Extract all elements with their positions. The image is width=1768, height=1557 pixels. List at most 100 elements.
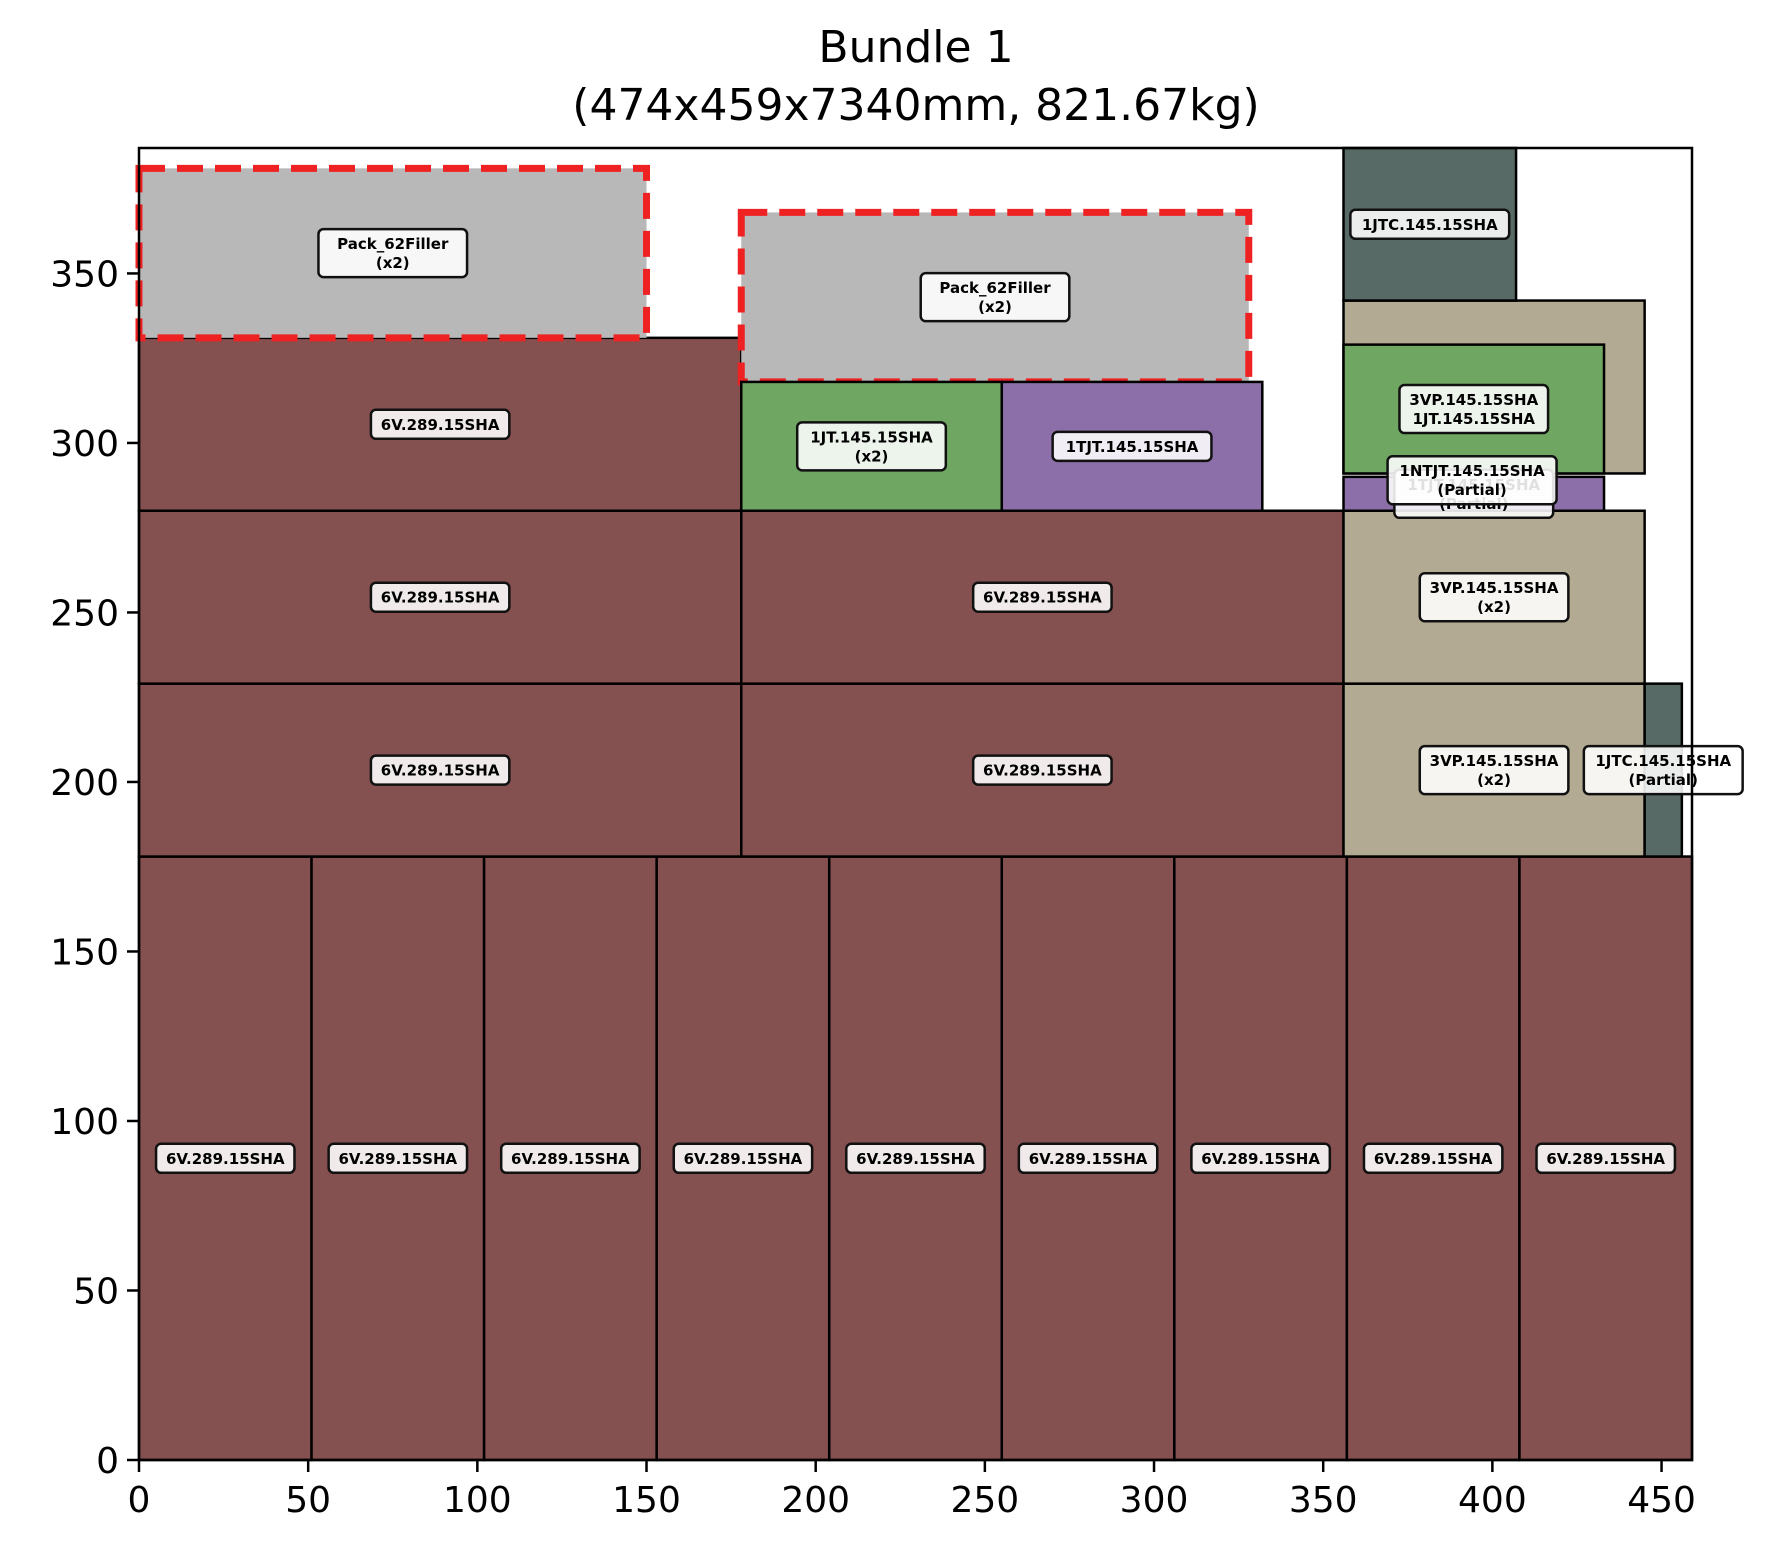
label-text: 6V.289.15SHA	[856, 1150, 975, 1168]
label-box	[1398, 383, 1550, 435]
item-label-0: 6V.289.15SHA	[154, 1142, 296, 1175]
label-text: 6V.289.15SHA	[166, 1150, 285, 1168]
y-tick-label: 250	[50, 593, 119, 634]
item-label-2: 6V.289.15SHA	[499, 1142, 641, 1175]
x-tick-label: 450	[1627, 1480, 1696, 1521]
label-text: 6V.289.15SHA	[1546, 1150, 1665, 1168]
item-label-9: 6V.289.15SHA	[369, 754, 511, 786]
label-text: 3VP.145.15SHA	[1430, 752, 1559, 770]
label-text: 6V.289.15SHA	[983, 589, 1102, 607]
item-label-7: 6V.289.15SHA	[1362, 1142, 1504, 1175]
label-text: 3VP.145.15SHA	[1430, 579, 1559, 597]
label-text: 1TJT.145.15SHA	[1066, 438, 1199, 456]
label-text: (x2)	[978, 298, 1012, 316]
y-tick-label: 0	[96, 1441, 119, 1482]
x-tick-label: 100	[443, 1480, 512, 1521]
label-text: 6V.289.15SHA	[511, 1150, 630, 1168]
label-text: 1JT.145.15SHA	[810, 428, 933, 446]
label-text: 1JTC.145.15SHA	[1595, 752, 1731, 770]
label-box	[369, 581, 511, 613]
label-text: Pack_62Filler	[337, 235, 449, 253]
item-label-11: 6V.289.15SHA	[369, 581, 511, 613]
chart-subtitle: (474x459x7340mm, 821.67kg)	[572, 80, 1259, 131]
label-box	[369, 408, 511, 441]
floating-label-0: 1NTJT.145.15SHA(Partial)	[1386, 454, 1558, 506]
filler-box-14	[135, 164, 651, 342]
x-tick-label: 50	[285, 1480, 331, 1521]
x-tick-label: 0	[128, 1480, 151, 1521]
x-axis: 0 50 100 150 200 250 300 350 400 450	[128, 1460, 1696, 1521]
label-box	[1349, 208, 1511, 241]
item-label-18: 3VP.145.15SHA(x2)	[1418, 744, 1570, 796]
label-box	[1362, 1142, 1504, 1175]
label-box	[1418, 571, 1570, 623]
label-text: 6V.289.15SHA	[1201, 1150, 1320, 1168]
y-tick-label: 200	[50, 763, 119, 804]
label-text: 1JTC.145.15SHA	[1362, 216, 1498, 234]
label-box	[672, 1142, 814, 1175]
label-text: 6V.289.15SHA	[381, 762, 500, 780]
item-label-4: 6V.289.15SHA	[845, 1142, 986, 1175]
label-box	[845, 1142, 986, 1175]
x-tick-label: 150	[612, 1480, 681, 1521]
item-label-24: 1JTC.145.15SHA	[1349, 208, 1511, 241]
label-text: 6V.289.15SHA	[338, 1150, 457, 1168]
label-box	[1582, 744, 1744, 796]
label-text: 6V.289.15SHA	[684, 1150, 803, 1168]
item-label-13: 6V.289.15SHA	[369, 408, 511, 441]
item-label-17: 1TJT.145.15SHA	[1051, 430, 1213, 463]
label-box	[154, 1142, 296, 1175]
label-text: 1JT.145.15SHA	[1413, 410, 1536, 428]
plot-frame	[137, 146, 1694, 1462]
label-text: (Partial)	[1437, 481, 1506, 499]
label-text: 3VP.145.15SHA	[1409, 391, 1538, 409]
label-text: 6V.289.15SHA	[1029, 1150, 1148, 1168]
label-text: 6V.289.15SHA	[983, 762, 1102, 780]
item-label-12: 6V.289.15SHA	[971, 581, 1113, 613]
label-box	[1051, 430, 1213, 463]
y-tick-label: 300	[50, 424, 119, 465]
labels-layer: 6V.289.15SHA 6V.289.15SHA 6V.289.15SHA 6V.2…	[154, 208, 1744, 1175]
items-layer	[135, 146, 1694, 1462]
item-label-16: 1JT.145.15SHA(x2)	[795, 421, 948, 472]
y-tick-label: 50	[73, 1271, 119, 1312]
label-text: Pack_62Filler	[939, 279, 1051, 297]
label-box	[795, 421, 948, 472]
item-label-6: 6V.289.15SHA	[1190, 1142, 1332, 1175]
label-box	[971, 754, 1113, 786]
label-text: (x2)	[855, 447, 889, 465]
label-box	[971, 581, 1113, 613]
item-label-14: Pack_62Filler(x2)	[317, 227, 469, 279]
x-tick-label: 400	[1458, 1480, 1527, 1521]
y-tick-label: 350	[50, 254, 119, 295]
label-box	[369, 754, 511, 786]
x-tick-label: 300	[1120, 1480, 1189, 1521]
x-tick-label: 250	[951, 1480, 1020, 1521]
label-box	[1190, 1142, 1332, 1175]
chart-title: Bundle 1	[818, 22, 1013, 73]
item-label-3: 6V.289.15SHA	[672, 1142, 814, 1175]
label-box	[317, 227, 469, 279]
label-box	[1017, 1142, 1159, 1175]
item-label-15: Pack_62Filler(x2)	[919, 271, 1071, 323]
item-label-8: 6V.289.15SHA	[1535, 1142, 1677, 1175]
y-tick-label: 150	[50, 932, 119, 973]
item-label-1: 6V.289.15SHA	[327, 1142, 469, 1175]
x-tick-label: 200	[781, 1480, 850, 1521]
label-box	[1535, 1142, 1677, 1175]
label-text: (x2)	[1477, 598, 1511, 616]
y-axis: 0 50 100 150 200 250 300 350	[50, 254, 139, 1482]
label-box	[327, 1142, 469, 1175]
label-box	[919, 271, 1071, 323]
y-tick-label: 100	[50, 1102, 119, 1143]
label-box	[499, 1142, 641, 1175]
label-text: (x2)	[376, 254, 410, 272]
label-text: 1NTJT.145.15SHA	[1399, 462, 1545, 480]
label-box	[1418, 744, 1570, 796]
item-label-20: 3VP.145.15SHA(x2)	[1418, 571, 1570, 623]
label-box	[1386, 454, 1558, 506]
label-text: (Partial)	[1629, 771, 1698, 789]
label-text: (x2)	[1477, 771, 1511, 789]
